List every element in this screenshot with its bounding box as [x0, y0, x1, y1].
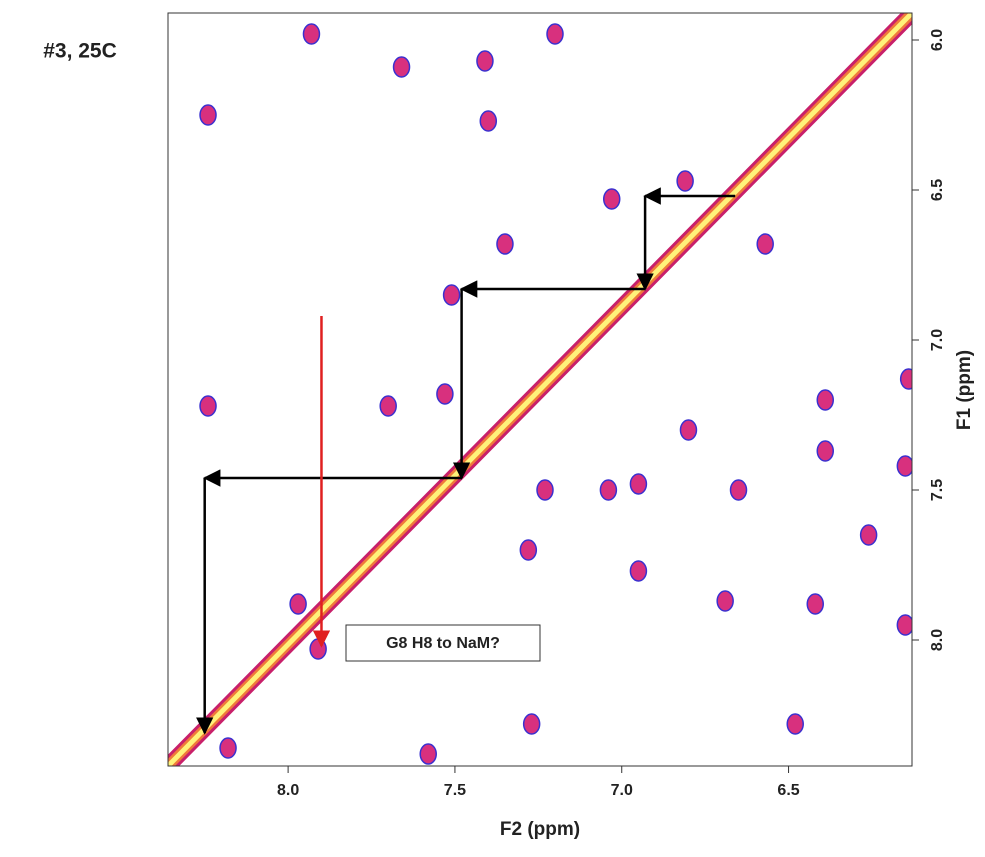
- cross-peak: [599, 479, 618, 501]
- cross-peak: [536, 479, 554, 501]
- plot-frame: [167, 12, 913, 767]
- cross-peak: [629, 473, 648, 495]
- cross-peak: [629, 560, 648, 582]
- x-tick-label: 7.0: [611, 782, 633, 799]
- cross-peak: [716, 590, 734, 612]
- diagonal-core: [168, 13, 912, 766]
- cross-peak: [436, 383, 454, 405]
- y-tick-label: 8.0: [929, 629, 946, 651]
- annotation-text: G8 H8 to NaM?: [386, 635, 500, 652]
- x-tick-label: 8.0: [277, 782, 299, 799]
- cross-peak: [896, 455, 912, 477]
- y-tick-label: 6.5: [929, 179, 946, 201]
- cross-peak: [392, 56, 411, 78]
- x-tick-label: 7.5: [444, 782, 466, 799]
- cross-peak: [199, 104, 217, 126]
- cross-peak: [309, 638, 327, 660]
- cross-peak: [302, 23, 321, 45]
- chart-title: #3, 25C: [43, 40, 117, 63]
- x-axis-title: F2 (ppm): [500, 819, 580, 840]
- cross-peak: [522, 713, 541, 735]
- cross-peak: [679, 419, 698, 441]
- cross-peak: [476, 50, 494, 72]
- y-axis-title: F1 (ppm): [954, 350, 975, 430]
- cross-peak: [419, 743, 437, 765]
- cross-peak: [379, 395, 397, 417]
- cross-peak: [219, 737, 237, 759]
- cross-peak: [199, 395, 217, 417]
- cross-peak: [899, 368, 912, 390]
- cross-peak: [896, 614, 912, 636]
- cross-peak: [479, 110, 498, 132]
- cross-peak: [756, 233, 774, 255]
- annotation-box: [345, 624, 541, 662]
- cross-peak: [806, 593, 824, 615]
- cross-peak: [729, 479, 748, 501]
- y-tick-label: 6.0: [929, 29, 946, 51]
- cross-peak: [676, 170, 694, 192]
- cross-peak: [816, 440, 835, 462]
- cross-peak: [546, 23, 564, 45]
- cross-peak: [786, 713, 804, 735]
- cross-peak: [289, 593, 307, 615]
- x-tick-label: 6.5: [777, 782, 799, 799]
- cross-peak: [496, 233, 514, 255]
- cross-peak: [442, 284, 461, 306]
- cross-peak: [602, 188, 621, 210]
- y-tick-label: 7.0: [929, 329, 946, 351]
- cross-peak: [859, 524, 878, 546]
- cross-peak: [816, 389, 835, 411]
- y-tick-label: 7.5: [929, 479, 946, 501]
- cross-peak: [519, 539, 538, 561]
